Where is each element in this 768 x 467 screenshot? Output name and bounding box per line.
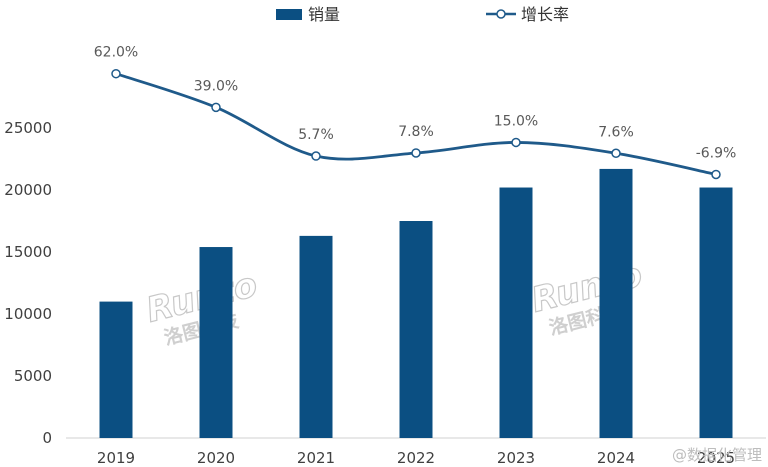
x-tick-label: 2022	[397, 449, 435, 467]
legend: 销量 增长率	[276, 5, 569, 24]
bar-2019	[99, 301, 133, 438]
growth-rate-label: 7.6%	[598, 124, 634, 140]
growth-rate-point	[511, 137, 521, 148]
y-tick-label: 10000	[4, 305, 52, 323]
legend-line-label: 增长率	[521, 5, 569, 24]
growth-rate-label: 7.8%	[398, 124, 434, 140]
y-tick-label: 15000	[4, 243, 52, 261]
bar-2025	[699, 187, 733, 438]
growth-rate-point	[111, 68, 121, 79]
x-tick-label: 2019	[97, 449, 135, 467]
legend-line-marker	[496, 9, 506, 19]
growth-rate-label: 15.0%	[494, 113, 538, 129]
growth-rate-label: 5.7%	[298, 127, 334, 143]
legend-bar-label: 销量	[308, 5, 340, 24]
growth-rate-point	[611, 148, 621, 159]
bar-2021	[299, 235, 333, 438]
x-tick-label: 2025	[697, 449, 735, 467]
bar-2023	[499, 187, 533, 438]
bar-2020	[199, 247, 233, 438]
growth-rate-point	[411, 148, 421, 158]
growth-rate-label: -6.9%	[696, 145, 737, 161]
y-tick-label: 25000	[4, 119, 52, 137]
growth-rate-point	[211, 102, 221, 113]
plot-area: 0 5000 10000 15000 20000 25000 2019 2020 2021 202…	[4, 45, 766, 467]
legend-bar-swatch	[276, 9, 302, 20]
growth-rate-point	[711, 169, 721, 180]
y-tick-label: 20000	[4, 181, 52, 199]
y-tick-label: 5000	[14, 367, 52, 385]
bar-2024	[599, 168, 633, 439]
x-tick-label: 2021	[297, 449, 335, 467]
watermark-right: Runto 洛图科技	[527, 254, 647, 340]
bar-2022	[399, 221, 433, 438]
x-tick-label: 2023	[497, 449, 535, 467]
x-tick-label: 2020	[197, 449, 235, 467]
y-tick-label: 0	[42, 429, 52, 447]
growth-rate-label: 39.0%	[194, 78, 238, 94]
growth-rate-label: 62.0%	[94, 45, 138, 61]
x-tick-label: 2024	[597, 449, 635, 467]
credit-text: @数据化管理	[672, 446, 762, 464]
growth-rate-point	[311, 151, 321, 161]
